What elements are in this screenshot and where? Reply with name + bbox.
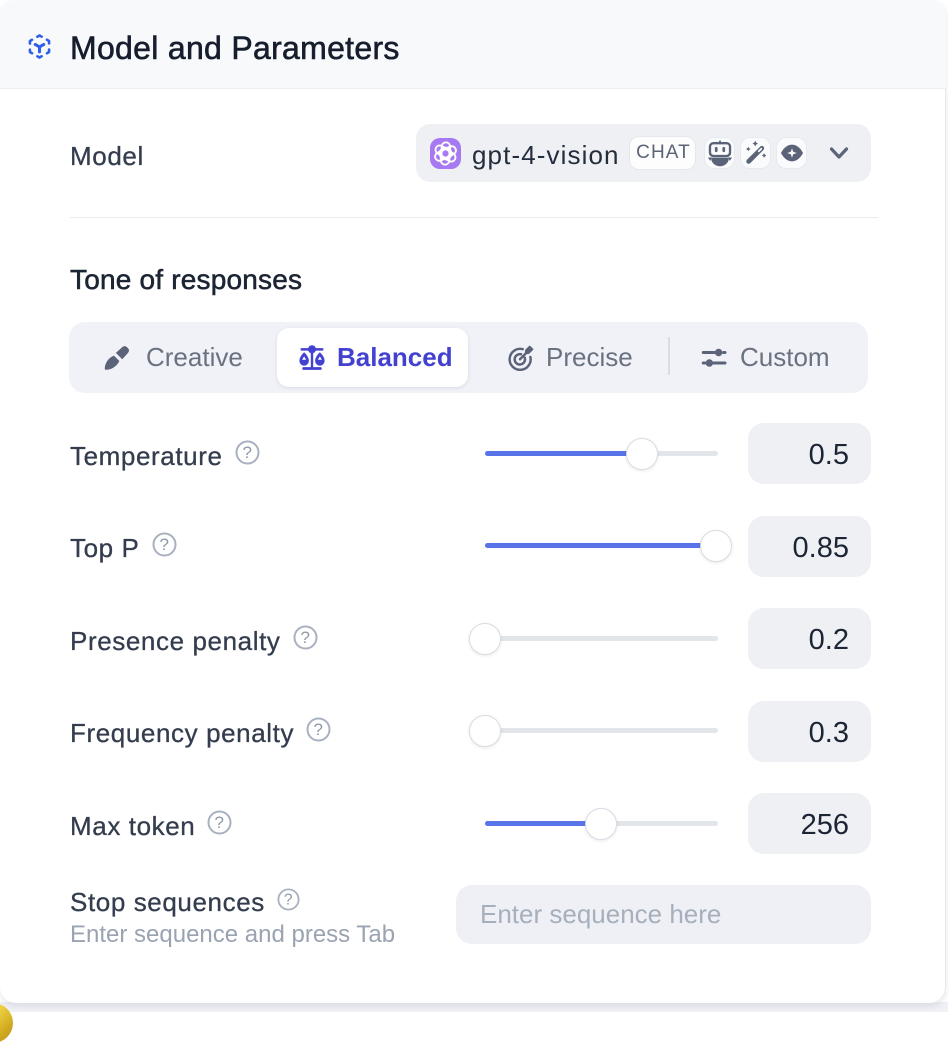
- svg-text:?: ?: [314, 720, 324, 739]
- svg-text:?: ?: [215, 813, 225, 832]
- svg-text:?: ?: [284, 892, 293, 909]
- svg-text:?: ?: [159, 535, 169, 554]
- svg-text:?: ?: [242, 443, 252, 462]
- svg-text:?: ?: [300, 628, 310, 647]
